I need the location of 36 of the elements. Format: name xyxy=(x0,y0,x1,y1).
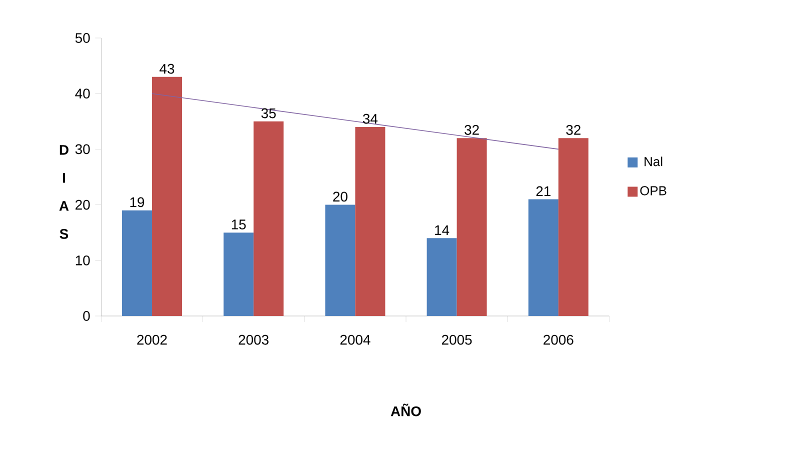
y-tick-label: 40 xyxy=(75,88,90,99)
x-axis-title: AÑO xyxy=(390,404,421,416)
y-tick-label: 50 xyxy=(75,33,90,43)
x-tick-label: 2003 xyxy=(238,334,268,345)
y-tick-label: 10 xyxy=(76,255,90,266)
bar xyxy=(254,121,284,316)
bar xyxy=(152,76,182,316)
data-label: 34 xyxy=(362,114,378,124)
data-label: 43 xyxy=(160,64,174,74)
legend-label: OPB xyxy=(640,186,666,196)
y-tick-label: 0 xyxy=(83,311,90,321)
x-tick-label: 2005 xyxy=(442,334,472,345)
x-tick-label: 2002 xyxy=(137,334,167,345)
data-label: 21 xyxy=(536,186,550,196)
bar xyxy=(426,238,457,316)
x-tick-label: 2004 xyxy=(340,334,370,345)
data-label: 15 xyxy=(232,220,246,230)
bar xyxy=(325,204,356,316)
bar xyxy=(224,232,254,316)
data-label: 20 xyxy=(333,192,348,202)
bar xyxy=(558,138,588,316)
bar xyxy=(456,138,487,316)
bar xyxy=(528,199,558,316)
y-tick-label: 30 xyxy=(75,144,90,154)
data-label: 35 xyxy=(261,108,276,118)
x-tick-label: 2006 xyxy=(544,334,574,345)
text: D I A S xyxy=(59,145,69,239)
bar xyxy=(122,210,152,316)
data-label: 19 xyxy=(130,197,144,208)
legend-label: Nal xyxy=(644,156,662,166)
data-label: 14 xyxy=(435,225,450,235)
data-label: 32 xyxy=(566,124,580,135)
data-label: 32 xyxy=(464,124,479,135)
y-tick-label: 20 xyxy=(76,200,90,210)
bar xyxy=(355,126,386,316)
line-series xyxy=(152,93,559,150)
